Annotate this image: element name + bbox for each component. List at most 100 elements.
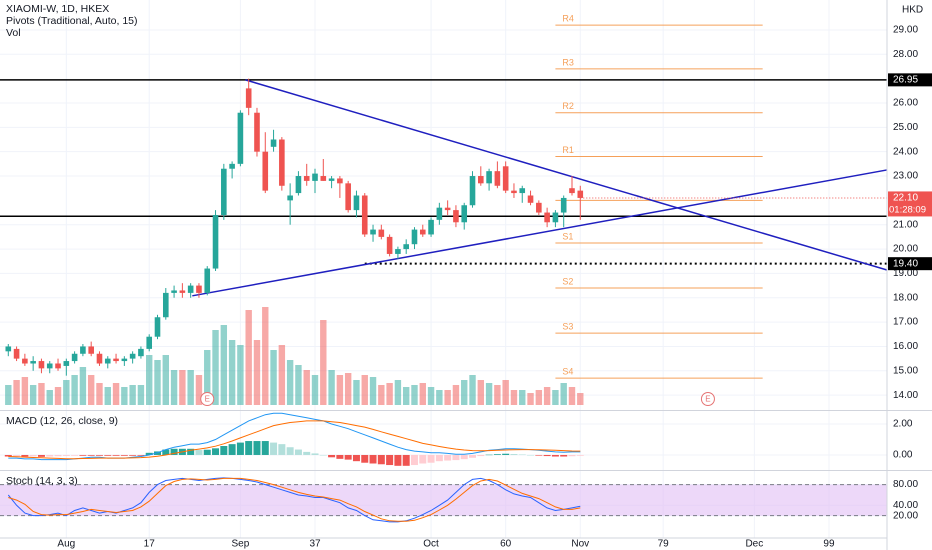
macd-histogram-bar [212,448,220,455]
candle-body [287,195,293,201]
volume-bar [46,390,53,405]
volume-bar [461,380,468,405]
candle-body [552,212,559,223]
candle-body [403,244,409,250]
volume-bar [195,375,203,405]
candle-body [229,163,235,169]
volume-bar [253,340,261,405]
volume-bar [328,370,335,405]
macd-histogram-bar [37,454,45,457]
candle-body [187,285,194,293]
candle-body [279,139,285,186]
volume-bar [38,383,45,405]
candle-body [179,290,186,293]
candle-body [80,346,86,354]
pivot-label: S3 [562,321,573,331]
volume-bar [204,350,211,405]
volume-bar [402,387,410,405]
volume-bar [419,383,426,405]
pivot-label: S2 [562,276,573,286]
stoch-d-line [8,477,581,522]
volume-bar [270,350,277,405]
y-tick-label: 17.00 [893,317,918,328]
macd-histogram-bar [104,454,112,456]
macd-histogram-bar [120,454,128,456]
macd-histogram-bar [551,454,559,457]
volume-bar [452,385,460,405]
candle-body [444,207,451,211]
pivot-label: S4 [562,366,573,376]
macd-histogram-bar [29,454,37,457]
candle-body [569,188,575,194]
candle-body [328,178,335,181]
earnings-label: E [205,395,210,404]
macd-histogram-bar [427,454,435,463]
indicator-label: Pivots (Traditional, Auto, 15) [6,15,138,27]
candle-body [171,290,177,293]
candle-body [511,190,517,194]
volume-bar [527,393,534,405]
macd-histogram-bar [361,454,369,463]
candle-body [370,229,376,235]
candle-body [129,353,136,359]
volume-bar [237,345,244,405]
x-tick-label: Oct [423,539,439,550]
macd-histogram-bar [261,441,269,455]
volume-bar [303,370,310,405]
volume-bar [469,375,476,405]
y-tick-label: 25.00 [893,122,918,133]
macd-histogram-bar [485,454,493,456]
candle-body [536,202,542,213]
signal-line [8,420,581,460]
macd-histogram-bar [112,454,120,456]
volume-bar [121,387,128,405]
macd-histogram-bar [560,454,568,457]
candle-body [46,363,53,369]
candle-body [395,249,401,254]
volume-bar [5,385,12,405]
volume-bar [369,377,377,405]
candle-body [13,348,20,359]
volume-bar [477,380,485,405]
pivot-label: R2 [562,101,574,111]
y-tick-label: 20.00 [893,244,918,255]
candle-body [453,210,459,223]
volume-bar [63,380,70,405]
volume-bar [154,360,161,405]
indicator-label: MACD (12, 26, close, 9) [6,415,118,427]
candle-body [337,178,343,184]
candle-body [204,268,211,293]
volume-bar [577,393,584,405]
macd-histogram-bar [477,454,485,457]
volume-bar [353,380,360,405]
volume-bar [96,383,103,405]
y-tick-label: 80.00 [893,479,918,490]
y-tick-label: 40.00 [893,500,918,511]
volume-bar [568,387,576,405]
volume-bar [286,360,294,405]
candle-body [478,176,484,184]
volume-bar [535,390,543,405]
price-label: 19.40 [893,258,918,269]
macd-histogram-bar [352,454,360,462]
y-tick-label: 19.00 [893,268,918,279]
volume-bar [278,345,286,405]
earnings-marker [200,392,215,406]
volume-bar [29,385,37,405]
candle-body [113,358,119,362]
candle-body [486,171,492,184]
macd-histogram-bar [460,454,468,460]
candle-body [320,176,327,181]
candle-body [63,361,70,366]
volume-bar [104,387,111,405]
x-tick-label: Aug [57,539,75,550]
macd-histogram-bar [187,448,195,455]
macd-histogram-bar [270,442,278,455]
pivot-label: R3 [562,57,574,67]
macd-histogram-bar [137,454,145,456]
volume-bar [436,390,443,405]
volume-bar [262,307,269,405]
chart-title: XIAOMI-W, 1D, HKEX [6,3,109,15]
